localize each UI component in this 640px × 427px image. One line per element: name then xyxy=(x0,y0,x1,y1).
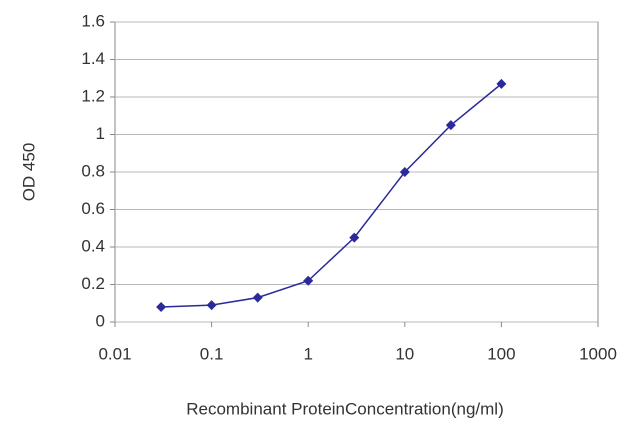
y-tick-label: 1 xyxy=(96,124,105,143)
y-tick-label: 0.2 xyxy=(81,274,105,293)
x-tick-label: 10 xyxy=(395,344,414,363)
y-tick-label: 0.6 xyxy=(81,199,105,218)
data-point xyxy=(399,167,410,177)
y-tick-label: 0.4 xyxy=(81,236,105,255)
data-point xyxy=(252,292,263,303)
data-point xyxy=(349,232,360,243)
x-tick-label: 100 xyxy=(487,344,515,363)
data-point xyxy=(156,302,167,312)
series-line xyxy=(161,83,502,308)
data-point xyxy=(206,300,217,311)
y-tick-label: 1.6 xyxy=(81,11,105,30)
y-tick-label: 0.8 xyxy=(81,161,105,180)
data-point xyxy=(445,120,456,131)
y-tick-label: 1.2 xyxy=(81,86,105,105)
y-tick-label: 0 xyxy=(96,311,105,330)
y-tick-label: 1.4 xyxy=(81,49,105,68)
data-point xyxy=(496,78,507,89)
x-tick-label: 1 xyxy=(303,344,312,363)
x-tick-label: 1000 xyxy=(579,344,617,363)
x-axis-label: Recombinant ProteinConcentration(ng/ml) xyxy=(186,399,504,418)
data-point xyxy=(303,275,314,286)
x-tick-label: 0.1 xyxy=(200,344,224,363)
x-tick-label: 0.01 xyxy=(98,344,131,363)
y-axis-label: OD 450 xyxy=(19,143,38,202)
